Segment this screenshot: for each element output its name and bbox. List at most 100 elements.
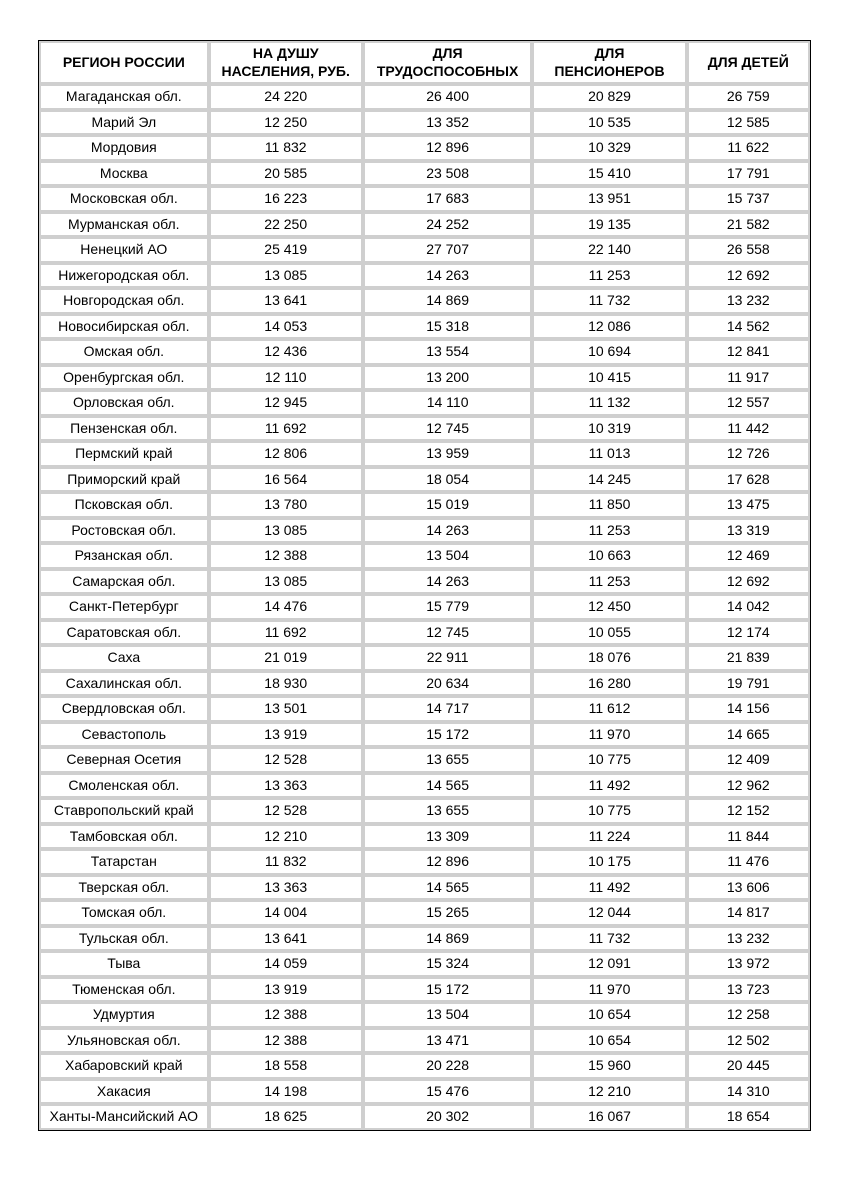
cell-value: 10 055 xyxy=(532,620,686,646)
cell-value: 18 930 xyxy=(209,671,363,697)
table-row: Ростовская обл.13 08514 26311 25313 319 xyxy=(39,518,810,544)
cell-value: 13 919 xyxy=(209,977,363,1003)
cell-value: 12 174 xyxy=(687,620,810,646)
table-row: Мурманская обл.22 25024 25219 13521 582 xyxy=(39,212,810,238)
cell-value: 12 044 xyxy=(532,900,686,926)
cell-value: 26 759 xyxy=(687,84,810,110)
table-row: Саратовская обл.11 69212 74510 05512 174 xyxy=(39,620,810,646)
cell-value: 14 476 xyxy=(209,594,363,620)
cell-value: 12 469 xyxy=(687,543,810,569)
cell-value: 22 250 xyxy=(209,212,363,238)
table-row: Северная Осетия12 52813 65510 77512 409 xyxy=(39,747,810,773)
cell-value: 13 085 xyxy=(209,263,363,289)
cell-value: 11 622 xyxy=(687,135,810,161)
cell-value: 15 476 xyxy=(363,1079,533,1105)
cell-value: 14 263 xyxy=(363,569,533,595)
cell-value: 20 634 xyxy=(363,671,533,697)
cell-value: 14 665 xyxy=(687,722,810,748)
table-row: Смоленская обл.13 36314 56511 49212 962 xyxy=(39,773,810,799)
table-row: Нижегородская обл.13 08514 26311 25312 6… xyxy=(39,263,810,289)
cell-value: 26 558 xyxy=(687,237,810,263)
cell-value: 12 585 xyxy=(687,110,810,136)
cell-region: Тыва xyxy=(39,951,209,977)
cell-value: 11 732 xyxy=(532,926,686,952)
cell-value: 20 445 xyxy=(687,1053,810,1079)
cell-value: 13 504 xyxy=(363,1002,533,1028)
table-row: Псковская обл.13 78015 01911 85013 475 xyxy=(39,492,810,518)
cell-region: Ненецкий АО xyxy=(39,237,209,263)
cell-region: Приморский край xyxy=(39,467,209,493)
cell-region: Тверская обл. xyxy=(39,875,209,901)
cell-value: 17 628 xyxy=(687,467,810,493)
table-row: Приморский край16 56418 05414 24517 628 xyxy=(39,467,810,493)
cell-value: 11 970 xyxy=(532,722,686,748)
cell-value: 13 606 xyxy=(687,875,810,901)
cell-value: 11 492 xyxy=(532,875,686,901)
cell-value: 13 919 xyxy=(209,722,363,748)
cell-value: 10 663 xyxy=(532,543,686,569)
cell-region: Рязанская обл. xyxy=(39,543,209,569)
cell-region: Тюменская обл. xyxy=(39,977,209,1003)
cell-region: Марий Эл xyxy=(39,110,209,136)
table-row: Омская обл.12 43613 55410 69412 841 xyxy=(39,339,810,365)
cell-value: 10 319 xyxy=(532,416,686,442)
cell-value: 10 654 xyxy=(532,1028,686,1054)
cell-value: 24 220 xyxy=(209,84,363,110)
cell-value: 13 319 xyxy=(687,518,810,544)
cell-value: 12 841 xyxy=(687,339,810,365)
cell-region: Севастополь xyxy=(39,722,209,748)
cell-value: 13 085 xyxy=(209,518,363,544)
cell-value: 20 228 xyxy=(363,1053,533,1079)
cell-region: Ставропольский край xyxy=(39,798,209,824)
cell-value: 11 442 xyxy=(687,416,810,442)
cell-value: 10 694 xyxy=(532,339,686,365)
cell-value: 14 562 xyxy=(687,314,810,340)
cell-value: 13 641 xyxy=(209,926,363,952)
table-row: Марий Эл12 25013 35210 53512 585 xyxy=(39,110,810,136)
cell-value: 14 565 xyxy=(363,773,533,799)
cell-value: 16 067 xyxy=(532,1104,686,1130)
table-body: Магаданская обл.24 22026 40020 82926 759… xyxy=(39,84,810,1130)
cell-value: 12 726 xyxy=(687,441,810,467)
cell-value: 13 200 xyxy=(363,365,533,391)
cell-region: Саратовская обл. xyxy=(39,620,209,646)
table-row: Тюменская обл.13 91915 17211 97013 723 xyxy=(39,977,810,1003)
cell-value: 12 388 xyxy=(209,543,363,569)
regions-table: РЕГИОН РОССИИ НА ДУШУ НАСЕЛЕНИЯ, РУБ. ДЛ… xyxy=(38,40,811,1131)
table-row: Рязанская обл.12 38813 50410 66312 469 xyxy=(39,543,810,569)
cell-value: 12 388 xyxy=(209,1002,363,1028)
table-row: Севастополь13 91915 17211 97014 665 xyxy=(39,722,810,748)
cell-region: Новгородская обл. xyxy=(39,288,209,314)
col-header-region: РЕГИОН РОССИИ xyxy=(39,41,209,84)
cell-value: 14 110 xyxy=(363,390,533,416)
cell-value: 15 410 xyxy=(532,161,686,187)
cell-value: 13 780 xyxy=(209,492,363,518)
cell-value: 11 832 xyxy=(209,135,363,161)
cell-value: 17 791 xyxy=(687,161,810,187)
cell-value: 14 156 xyxy=(687,696,810,722)
cell-value: 12 692 xyxy=(687,263,810,289)
cell-value: 11 692 xyxy=(209,620,363,646)
cell-value: 20 829 xyxy=(532,84,686,110)
cell-value: 12 528 xyxy=(209,747,363,773)
cell-value: 11 917 xyxy=(687,365,810,391)
cell-region: Московская обл. xyxy=(39,186,209,212)
cell-value: 13 363 xyxy=(209,773,363,799)
table-row: Удмуртия12 38813 50410 65412 258 xyxy=(39,1002,810,1028)
cell-value: 13 959 xyxy=(363,441,533,467)
cell-value: 11 132 xyxy=(532,390,686,416)
cell-value: 11 732 xyxy=(532,288,686,314)
cell-value: 11 492 xyxy=(532,773,686,799)
table-row: Тульская обл.13 64114 86911 73213 232 xyxy=(39,926,810,952)
cell-region: Тамбовская обл. xyxy=(39,824,209,850)
cell-region: Магаданская обл. xyxy=(39,84,209,110)
cell-value: 11 832 xyxy=(209,849,363,875)
cell-value: 13 655 xyxy=(363,747,533,773)
cell-value: 12 436 xyxy=(209,339,363,365)
cell-value: 10 775 xyxy=(532,798,686,824)
cell-region: Удмуртия xyxy=(39,1002,209,1028)
cell-value: 13 352 xyxy=(363,110,533,136)
cell-region: Орловская обл. xyxy=(39,390,209,416)
cell-region: Свердловская обл. xyxy=(39,696,209,722)
cell-region: Пензенская обл. xyxy=(39,416,209,442)
